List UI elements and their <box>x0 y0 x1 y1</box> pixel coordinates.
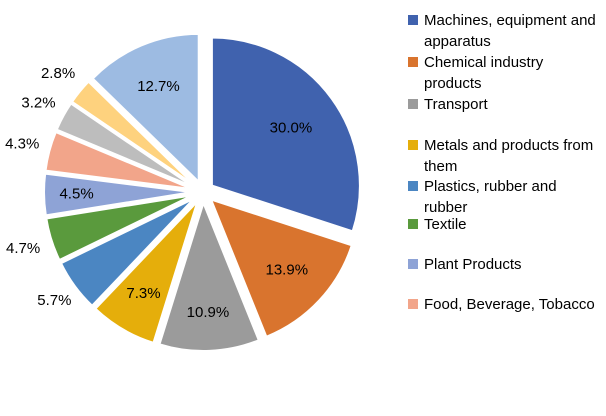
legend-swatch <box>408 99 418 109</box>
pie-slice-metals-and-products-from-them <box>94 200 199 345</box>
legend-item-chemical-industry-products: Chemical industry products <box>408 52 604 94</box>
slice-data-label: 5.7% <box>37 292 71 309</box>
legend-swatch <box>408 57 418 67</box>
slice-data-label: 30.0% <box>270 120 313 137</box>
legend-swatch <box>408 181 418 191</box>
pie-slice-transport <box>158 200 261 352</box>
slice-data-label: 4.5% <box>59 185 93 202</box>
legend-label: Plant Products <box>424 256 522 273</box>
slice-data-label: 12.7% <box>137 78 180 95</box>
legend-label: Textile <box>424 216 467 233</box>
pie-slice-machines-equipment-and-apparatus <box>210 36 361 233</box>
pie-slice-food-beverage-tobacco <box>44 130 193 191</box>
slice-data-label: 10.9% <box>187 304 230 321</box>
legend-item-transport: Transport <box>408 94 604 115</box>
legend-item-food-beverage-tobacco: Food, Beverage, Tobacco <box>408 294 604 315</box>
slice-data-label: 2.8% <box>41 65 75 82</box>
pie-slice-unlabeled-8 <box>55 102 194 188</box>
legend-item-textile: Textile <box>408 214 604 235</box>
legend-label: Plastics, rubber and rubber <box>424 178 557 216</box>
legend-swatch <box>408 15 418 25</box>
legend-label: Machines, equipment and apparatus <box>424 12 596 50</box>
pie-slice-chemical-industry-products <box>209 197 354 339</box>
slice-data-label: 7.3% <box>126 285 160 302</box>
legend-label: Chemical industry products <box>424 54 544 92</box>
legend-item-metals-and-products-from-them: Metals and products from them <box>408 135 604 177</box>
legend-swatch <box>408 299 418 309</box>
legend-item-plastics-rubber-and-rubber: Plastics, rubber and rubber <box>408 176 604 218</box>
pie-slice-unlabeled-9 <box>70 80 196 186</box>
pie-slice-plastics-rubber-and-rubber <box>59 197 195 308</box>
slice-data-label: 13.9% <box>266 262 309 279</box>
slice-data-label: 4.3% <box>5 135 39 152</box>
legend-label: Metals and products from them <box>424 137 594 175</box>
legend-label: Food, Beverage, Tobacco <box>424 296 595 313</box>
legend-label: Transport <box>424 96 488 113</box>
pie-slice-unlabeled-10 <box>91 32 200 185</box>
slice-data-label: 4.7% <box>6 240 40 257</box>
slice-data-label: 3.2% <box>21 94 55 111</box>
pie-slice-plant-products <box>43 172 193 217</box>
legend-swatch <box>408 219 418 229</box>
legend-swatch <box>408 140 418 150</box>
legend-swatch <box>408 259 418 269</box>
pie-slice-textile <box>45 194 193 262</box>
legend-item-machines-equipment-and-apparatus: Machines, equipment and apparatus <box>408 10 604 52</box>
legend-item-plant-products: Plant Products <box>408 254 604 275</box>
